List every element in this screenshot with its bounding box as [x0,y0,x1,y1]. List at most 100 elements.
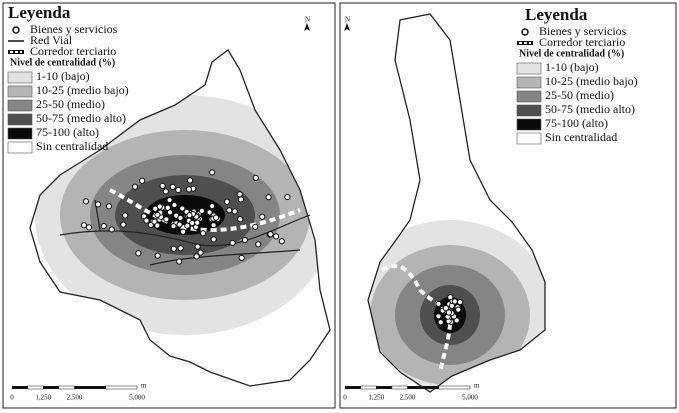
legend-swatch [7,113,33,126]
facility [238,254,245,262]
facility [171,201,178,209]
facility [445,309,452,316]
scale-label: 5,000 [462,394,478,402]
legend-label: 75-100 (alto) [545,116,608,130]
legend-label: 25-50 (medio) [545,88,614,102]
facility [120,221,127,228]
facility [163,216,170,223]
legend-swatch [7,71,33,84]
scale-bar [345,386,361,389]
facility [108,226,115,233]
legend-label: 75-100 (alto) [36,125,99,139]
legend-swatch [516,118,542,131]
legend-label: 10-25 (medio bajo) [36,83,129,97]
legend-label: Bienes y servicios [539,24,627,38]
facility [184,222,191,229]
legend-swatch [516,62,542,75]
legend-swatch [516,90,542,103]
right-frame [339,2,677,409]
corridor [381,264,453,373]
facility [194,243,201,250]
facility [456,298,464,306]
facility [169,183,176,191]
legend-label: 50-75 (medio alto) [36,111,126,125]
facility [267,231,274,238]
facility [199,230,207,237]
legend-symbol [12,26,20,34]
legend-symbol [521,28,529,36]
facility [154,211,161,218]
facility [437,319,444,326]
legend-swatch [7,99,33,112]
facility [156,203,163,210]
legend-label: 1-10 (bajo) [545,60,599,74]
facility [284,193,291,201]
legend-label: 1-10 (bajo) [36,69,90,83]
legend-label: Bienes y servicios [30,22,118,36]
facility [236,191,243,198]
facility [170,245,177,252]
facility [226,207,233,214]
facility [435,300,442,307]
facility [179,228,187,235]
facility [209,203,216,210]
legend-label: Corredor terciario [539,35,625,49]
facility [176,221,183,228]
facility [100,223,107,230]
scale-unit: m [474,382,480,390]
facility [229,239,236,247]
facility [187,177,194,184]
legend-label: Sin centralidad [545,130,617,144]
facility [252,223,259,230]
facilities [80,169,464,326]
facility [105,203,113,210]
facility [272,233,280,240]
facility [237,216,244,223]
scale-bar [360,385,377,390]
legend-label: Corredor terciario [30,44,116,58]
facility [85,224,93,231]
north-arrow: N [345,16,350,24]
facility [164,204,171,211]
facility [259,213,266,220]
facility [210,222,217,229]
legend-swatch [7,127,33,140]
facility [177,245,184,252]
facility [193,253,200,260]
legend-label: 25-50 (medio) [36,97,105,111]
scale-unit: m [141,382,147,390]
north-arrow-icon [304,23,310,31]
facility [210,236,217,243]
scale-label: 0 [10,394,14,402]
scale-bar [27,385,44,390]
facility [278,238,285,245]
facility [162,188,169,195]
facility [209,169,216,176]
scale-bar [58,385,75,390]
legend-label: 50-75 (medio alto) [545,102,635,116]
legend-swatch [7,141,33,154]
facility [185,186,193,193]
facility [435,313,442,320]
facility [159,182,166,190]
legend-swatch [7,85,33,98]
facility [139,177,146,184]
facility [82,198,90,205]
facility [197,249,204,256]
facility [223,198,231,205]
legend-label: Sin centralidad [36,139,108,153]
facility [265,194,272,201]
scale-bar [12,386,28,389]
legend-subtitle: Nivel de centralidad (%) [519,48,624,59]
facility [455,306,462,313]
corridor [109,188,301,232]
scale-label: 0 [343,394,347,402]
legend-title: Leyenda [8,3,71,22]
facility [131,183,139,190]
left-frame [2,2,336,409]
facility [231,208,238,215]
scale-bar [407,386,439,389]
facility [80,222,88,229]
scale-bar [376,386,392,389]
